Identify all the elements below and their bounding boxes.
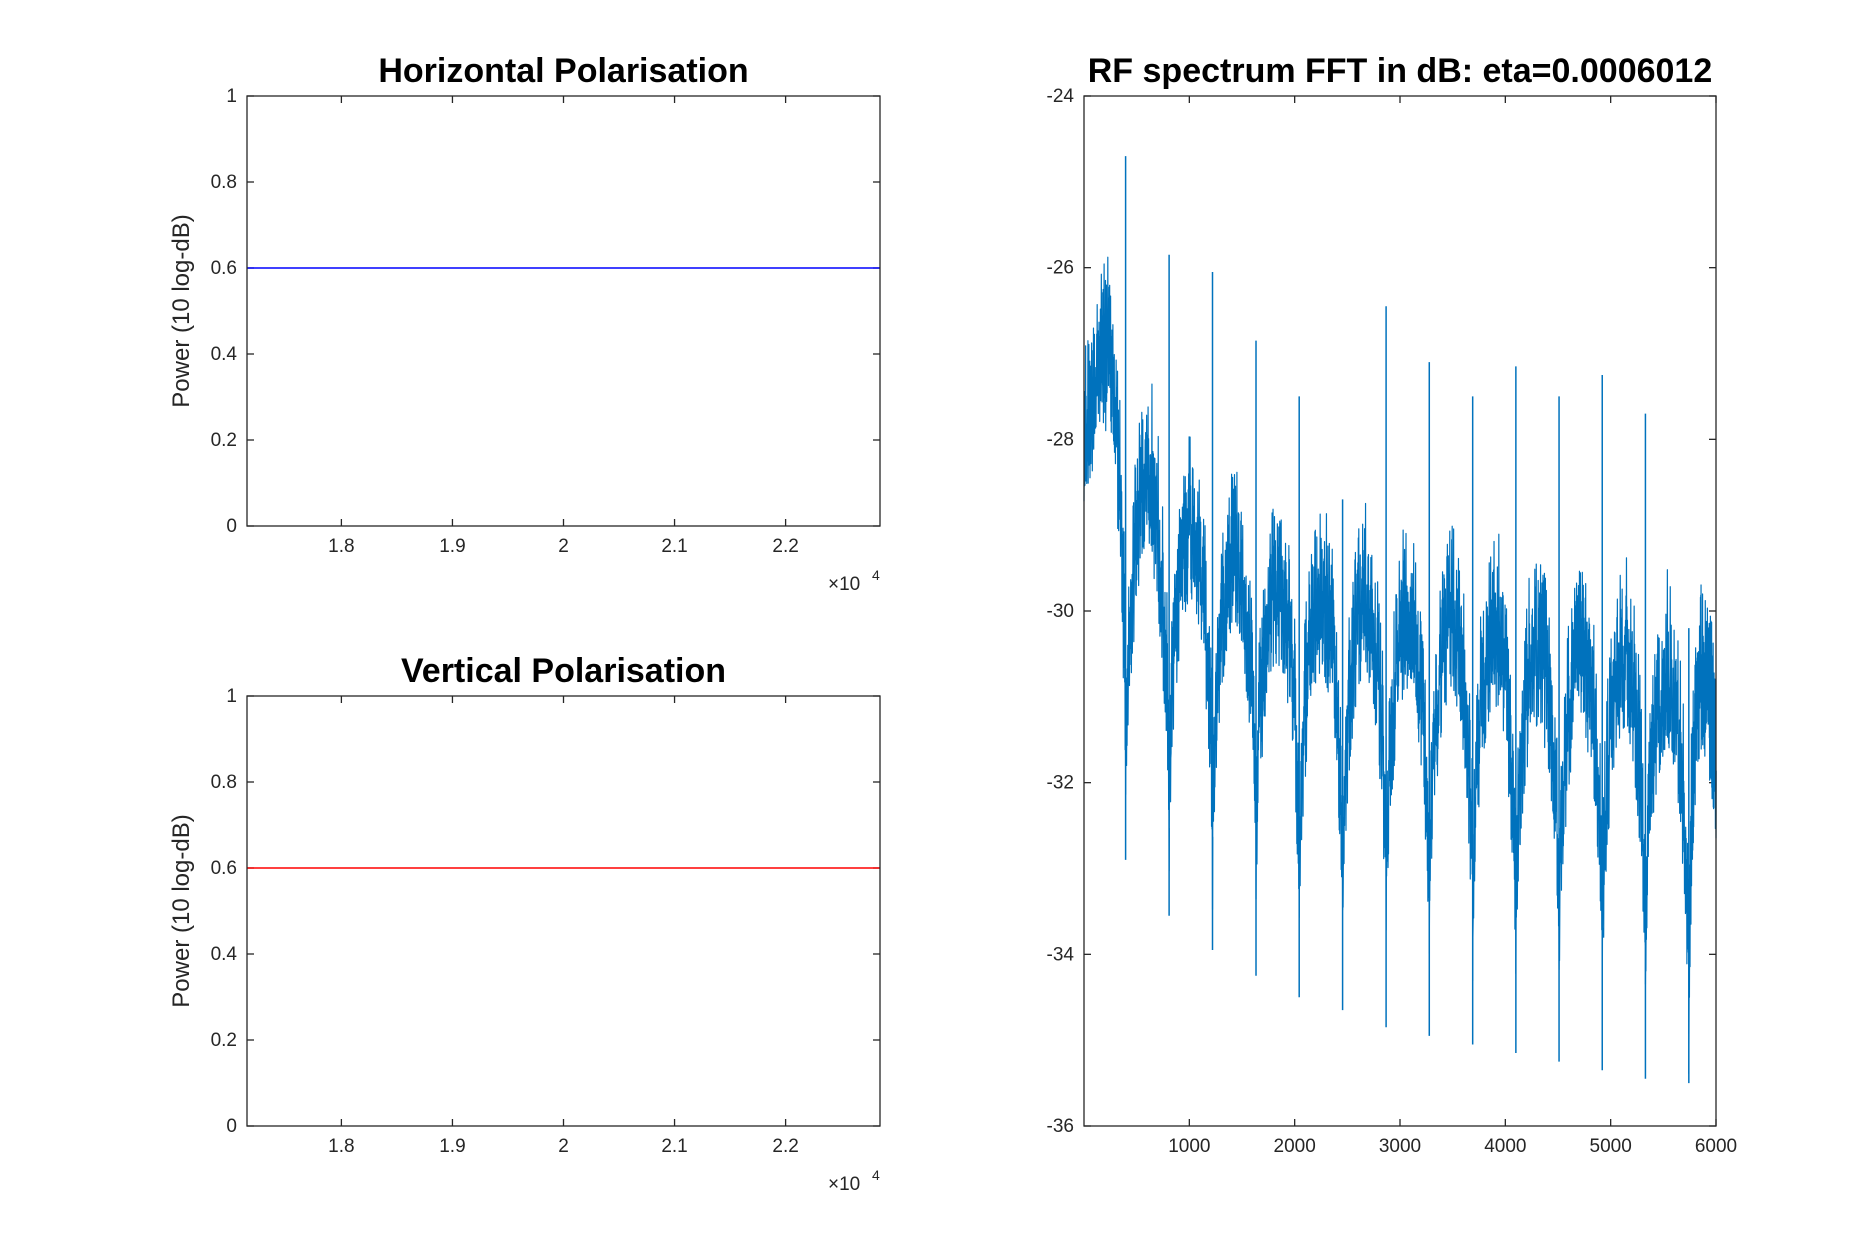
rf-spectrum-title: RF spectrum FFT in dB: eta=0.0006012 xyxy=(1088,52,1712,90)
x-tick-label: 3000 xyxy=(1379,1136,1421,1157)
vertical-polarisation-title: Vertical Polarisation xyxy=(401,652,726,690)
x-tick-label: 4000 xyxy=(1484,1136,1526,1157)
y-tick-label: 0.6 xyxy=(211,258,237,279)
y-tick-label: 0.6 xyxy=(211,858,237,879)
x-tick-label: 2.1 xyxy=(661,1136,687,1157)
y-tick-label: -36 xyxy=(1047,1116,1074,1137)
y-tick-label: 0.4 xyxy=(211,944,238,965)
x-tick-label: 1.9 xyxy=(439,536,465,557)
x-tick-label: 1.8 xyxy=(328,1136,354,1157)
rf-spectrum-plot-area xyxy=(1083,156,1717,1084)
x-tick-label: 5000 xyxy=(1590,1136,1632,1157)
vertical-x-exponent-base: ×10 xyxy=(828,1174,860,1195)
y-tick-label: 1 xyxy=(226,86,237,107)
y-tick-label: 1 xyxy=(226,686,237,707)
y-tick-label: -26 xyxy=(1047,258,1074,279)
y-tick-label: 0.2 xyxy=(211,430,237,451)
vertical-axis-ticks: 1.8 1.9 2 2.1 2.2 0 0.2 0.4 0.6 0.8 1 xyxy=(211,686,880,1157)
y-tick-label: 0.4 xyxy=(211,344,238,365)
y-tick-label: -24 xyxy=(1047,86,1075,107)
x-tick-label: 1.9 xyxy=(439,1136,465,1157)
x-tick-label: 2.2 xyxy=(772,1136,798,1157)
y-tick-label: -30 xyxy=(1047,601,1074,622)
y-tick-label: -28 xyxy=(1047,429,1074,450)
x-tick-label: 2.2 xyxy=(772,536,798,557)
vertical-y-axis-label: Power (10 log-dB) xyxy=(168,814,195,1007)
x-tick-label: 2 xyxy=(558,1136,569,1157)
y-tick-label: 0 xyxy=(226,1116,237,1137)
horizontal-polarisation-title: Horizontal Polarisation xyxy=(378,52,748,90)
horizontal-x-exponent-label: ×10 4 xyxy=(828,567,880,595)
y-tick-label: 0.8 xyxy=(211,772,237,793)
horizontal-x-exponent-base: ×10 xyxy=(828,574,860,595)
horizontal-axes-frame xyxy=(246,95,881,527)
x-tick-label: 2.1 xyxy=(661,536,687,557)
rf-spectrum-axis-ticks: 1000 2000 3000 4000 5000 6000 -36 -34 -32 -30 -28 -… xyxy=(1047,86,1738,1157)
horizontal-axis-ticks: 1.8 1.9 2 2.1 2.2 0 0.2 0.4 0.6 0.8 1 xyxy=(211,86,880,557)
vertical-x-exponent-label: ×10 4 xyxy=(828,1167,880,1195)
x-tick-label: 2 xyxy=(558,536,569,557)
horizontal-polarisation-axes: Horizontal Polarisation Power (10 log-dB… xyxy=(168,52,881,595)
vertical-x-exponent-power: 4 xyxy=(872,1167,880,1183)
x-tick-label: 1000 xyxy=(1168,1136,1210,1157)
x-tick-label: 2000 xyxy=(1274,1136,1316,1157)
y-tick-label: 0.8 xyxy=(211,172,237,193)
vertical-polarisation-axes: Vertical Polarisation Power (10 log-dB) … xyxy=(168,652,881,1195)
rf-spectrum-axes: RF spectrum FFT in dB: eta=0.0006012 100… xyxy=(1047,52,1738,1157)
rf-spectrum-axes-frame xyxy=(1083,95,1717,1127)
y-tick-label: -34 xyxy=(1047,944,1075,965)
vertical-axes-frame xyxy=(246,695,881,1127)
y-tick-label: 0.2 xyxy=(211,1030,237,1051)
horizontal-x-exponent-power: 4 xyxy=(872,567,880,583)
x-tick-label: 6000 xyxy=(1695,1136,1737,1157)
rf-spectrum-trace xyxy=(1083,256,1717,1075)
x-tick-label: 1.8 xyxy=(328,536,354,557)
y-tick-label: -32 xyxy=(1047,773,1074,794)
y-tick-label: 0 xyxy=(226,516,237,537)
horizontal-y-axis-label: Power (10 log-dB) xyxy=(168,214,195,407)
